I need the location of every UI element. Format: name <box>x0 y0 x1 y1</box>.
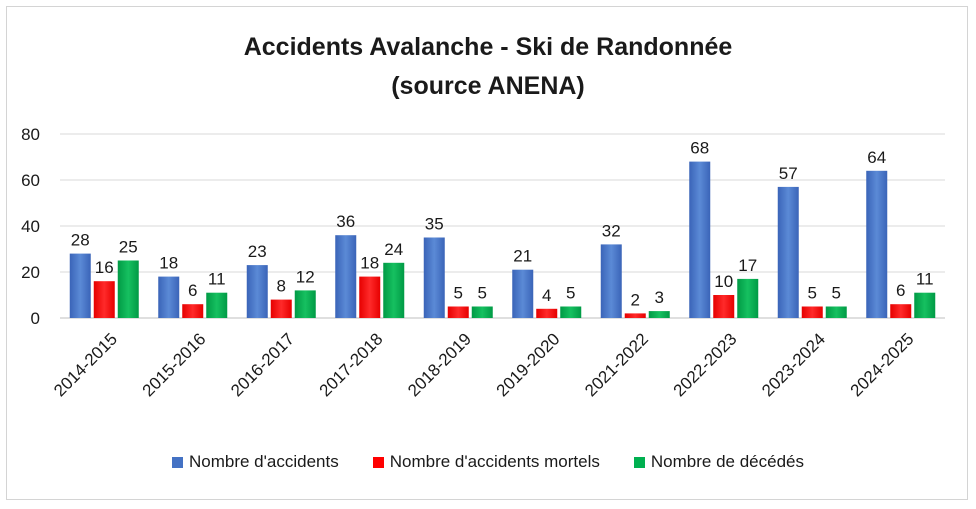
y-tick-label: 0 <box>31 309 40 328</box>
data-label: 16 <box>95 258 114 277</box>
bar-decedes <box>383 262 405 318</box>
bar-mortels <box>93 281 115 318</box>
bars <box>69 161 936 318</box>
legend-swatch-blue <box>172 456 183 468</box>
data-label: 5 <box>832 284 841 303</box>
bar-decedes <box>737 278 759 318</box>
x-tick-label: 2016-2017 <box>227 329 298 400</box>
bar-decedes <box>206 292 228 318</box>
data-label: 5 <box>566 284 575 303</box>
x-tick-label: 2024-2025 <box>847 329 918 400</box>
x-axis-ticks: 2014-2015 2015-2016 2016-2017 2017-2018 2018… <box>50 329 917 400</box>
bar-mortels <box>359 276 381 318</box>
data-label: 57 <box>779 164 798 183</box>
bar-mortels <box>536 308 558 318</box>
data-label: 11 <box>916 270 934 289</box>
legend-item-accidents: Nombre d'accidents <box>172 452 339 472</box>
data-label: 68 <box>690 139 709 158</box>
bar-decedes <box>648 311 670 318</box>
data-label: 25 <box>119 238 138 257</box>
legend-swatch-green <box>633 456 645 468</box>
chart-frame <box>6 6 968 500</box>
bar-accidents <box>246 265 268 318</box>
data-label: 23 <box>248 242 267 261</box>
data-label: 5 <box>454 284 463 303</box>
bar-decedes <box>825 306 847 318</box>
bar-mortels <box>624 313 646 318</box>
data-label: 4 <box>542 286 551 305</box>
data-label: 8 <box>277 277 286 296</box>
bar-accidents <box>600 244 622 318</box>
chart-title-line1: Accidents Avalanche - Ski de Randonnée <box>243 33 733 61</box>
bar-decedes <box>294 290 316 318</box>
bar-accidents <box>689 161 711 318</box>
data-label: 18 <box>360 254 379 273</box>
legend: Nombre d'accidents Nombre d'accidents mo… <box>0 452 976 472</box>
bar-decedes <box>914 292 936 318</box>
legend-label-decedes: Nombre de décédés <box>650 452 804 471</box>
data-label: 28 <box>71 231 90 250</box>
bar-accidents <box>512 269 534 318</box>
data-label: 10 <box>714 272 733 291</box>
bar-accidents <box>69 253 91 318</box>
x-tick-label: 2015-2016 <box>139 329 210 400</box>
data-label: 32 <box>602 221 621 240</box>
bar-accidents <box>335 235 357 318</box>
legend-label-accidents: Nombre d'accidents <box>189 452 339 471</box>
x-tick-label: 2021-2022 <box>581 329 652 400</box>
data-label: 6 <box>188 281 197 300</box>
legend-swatch-red <box>372 456 384 468</box>
bar-decedes <box>117 260 139 318</box>
legend-label-mortels: Nombre d'accidents mortels <box>389 452 600 471</box>
data-label: 64 <box>867 148 886 167</box>
data-label: 36 <box>336 212 355 231</box>
bar-mortels <box>713 295 735 318</box>
legend-item-mortels: Nombre d'accidents mortels <box>372 452 600 472</box>
x-tick-label: 2022-2023 <box>670 329 741 400</box>
chart-title-line2: (source ANENA) <box>391 72 585 100</box>
x-tick-label: 2018-2019 <box>404 329 475 400</box>
data-label: 2 <box>631 290 640 309</box>
y-tick-label: 80 <box>21 125 40 144</box>
x-tick-label: 2017-2018 <box>316 329 387 400</box>
data-label: 5 <box>478 284 487 303</box>
y-tick-label: 20 <box>21 263 40 282</box>
data-label: 24 <box>384 240 403 259</box>
y-axis-ticks: 0 20 40 60 80 <box>21 125 40 328</box>
data-label: 18 <box>159 254 178 273</box>
data-label: 12 <box>296 267 315 286</box>
data-label: 11 <box>208 270 226 289</box>
y-tick-label: 40 <box>21 217 40 236</box>
bar-mortels <box>182 304 204 318</box>
x-tick-label: 2023-2024 <box>758 329 829 400</box>
bar-mortels <box>890 304 912 318</box>
bar-mortels <box>801 306 823 318</box>
bar-accidents <box>866 170 888 318</box>
chart-title: Accidents Avalanche - Ski de Randonnée (… <box>0 28 976 106</box>
data-label: 17 <box>738 256 757 275</box>
legend-item-decedes: Nombre de décédés <box>633 452 804 472</box>
bar-accidents <box>777 186 799 318</box>
bar-mortels <box>270 299 292 318</box>
bar-accidents <box>423 237 445 318</box>
data-label: 6 <box>896 281 905 300</box>
bar-accidents <box>158 276 180 318</box>
bar-mortels <box>447 306 469 318</box>
x-tick-label: 2019-2020 <box>493 329 564 400</box>
bar-decedes <box>471 306 493 318</box>
data-label: 5 <box>808 284 817 303</box>
bar-decedes <box>560 306 582 318</box>
data-label: 3 <box>655 288 664 307</box>
x-tick-label: 2014-2015 <box>50 329 121 400</box>
y-tick-label: 60 <box>21 171 40 190</box>
data-label: 35 <box>425 215 444 234</box>
data-label: 21 <box>513 247 532 266</box>
